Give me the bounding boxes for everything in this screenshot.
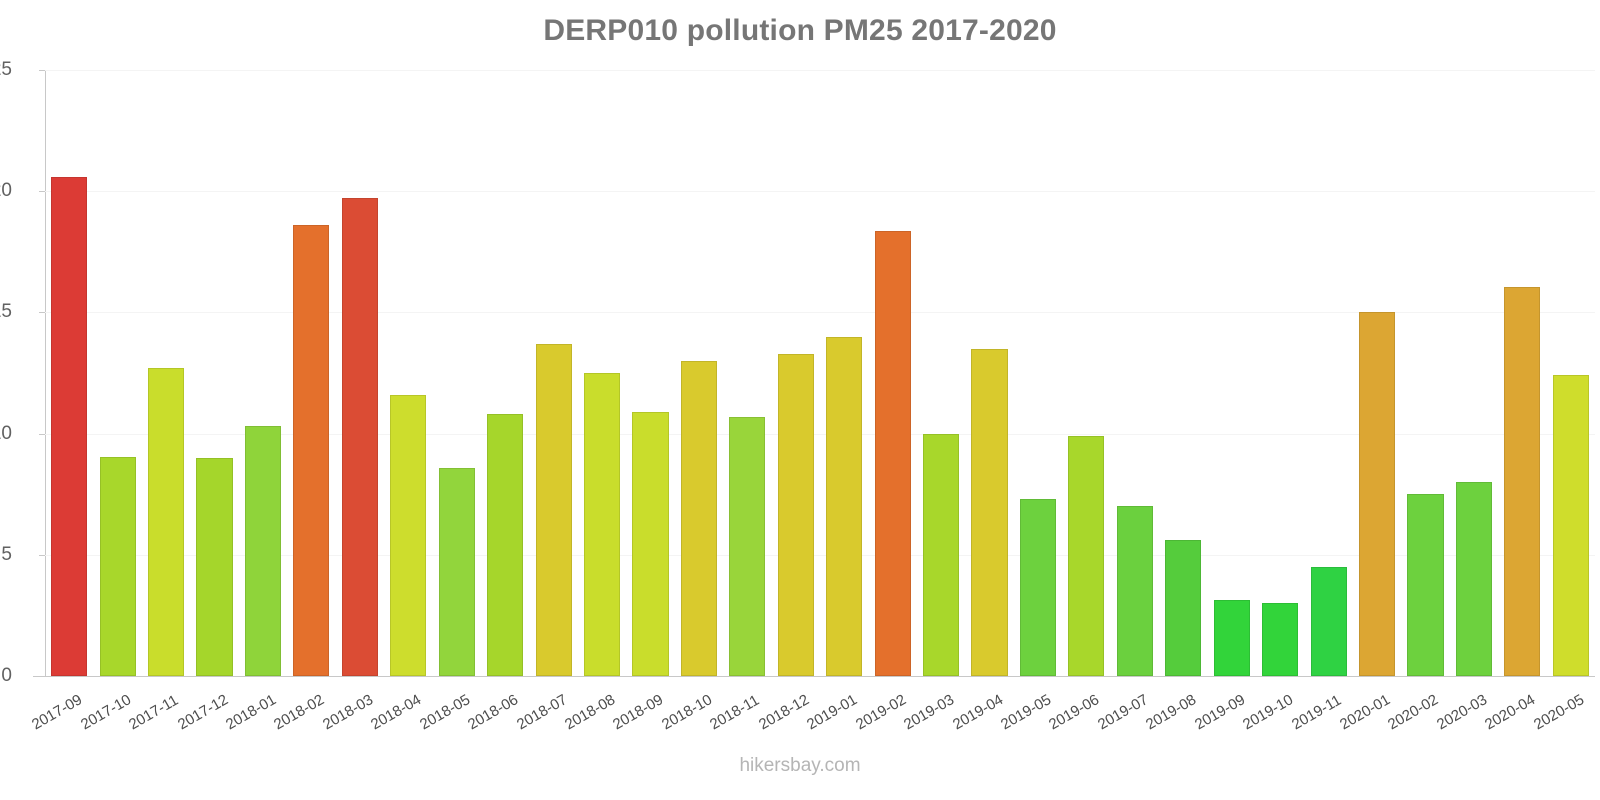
bar[interactable] (777, 353, 814, 676)
x-axis-tick-label: 2020-01 (1336, 691, 1394, 734)
x-axis-tick-label: 2019-04 (949, 691, 1006, 734)
x-axis-tick-label: 2018-10 (658, 691, 716, 734)
x-axis-tick-label: 2018-04 (368, 691, 425, 734)
x-axis-tick-label: 2018-08 (561, 691, 619, 734)
x-axis-tick-label: 2020-04 (1482, 691, 1539, 734)
x-axis-tick-label: 2017-12 (174, 691, 231, 734)
bar[interactable] (1165, 540, 1202, 676)
bar[interactable] (1358, 312, 1396, 676)
bar[interactable] (535, 343, 572, 676)
bar[interactable] (1455, 482, 1492, 676)
x-axis-tick-label: 2019-05 (997, 691, 1055, 734)
x-axis-tick-label: 2018-02 (271, 691, 328, 734)
y-axis-tick-mark (39, 676, 46, 677)
x-axis-tick-label: 2019-01 (804, 691, 861, 734)
x-axis-tick-label: 2019-07 (1094, 691, 1151, 734)
bar[interactable] (244, 426, 281, 676)
bar[interactable] (971, 348, 1008, 676)
x-axis-tick-label: 2017-09 (29, 691, 86, 734)
bar[interactable] (438, 467, 475, 676)
x-axis-tick-label: 2018-06 (465, 691, 522, 734)
x-axis-tick-label: 2018-05 (416, 691, 473, 734)
bar[interactable] (1310, 566, 1347, 676)
gridline (45, 191, 1595, 193)
y-axis-tick-label: 20 (0, 180, 12, 202)
bar[interactable] (874, 231, 911, 676)
bar[interactable] (341, 198, 378, 676)
chart-title: DERP010 pollution PM25 2017-2020 (543, 14, 1057, 47)
bar[interactable] (148, 368, 185, 676)
bar[interactable] (729, 416, 766, 676)
bar[interactable] (51, 176, 88, 676)
x-axis-tick-label: 2019-10 (1240, 691, 1297, 734)
y-axis-tick-mark (39, 191, 46, 193)
bar[interactable] (1019, 499, 1056, 676)
bar[interactable] (923, 433, 960, 676)
bar[interactable] (293, 225, 330, 676)
x-axis-tick-label: 2020-05 (1530, 691, 1587, 734)
x-axis-tick-label: 2020-02 (1385, 691, 1442, 734)
y-axis-tick-label: 10 (0, 422, 12, 444)
bar[interactable] (826, 336, 863, 676)
x-axis-tick-label: 2019-03 (901, 691, 958, 734)
y-axis-tick-mark (39, 70, 46, 71)
bar[interactable] (487, 414, 524, 676)
gridline (45, 312, 1595, 314)
gridline (45, 70, 1595, 71)
y-axis-tick-label: 0 (1, 665, 12, 686)
x-axis-line (33, 676, 1595, 677)
bar[interactable] (632, 411, 669, 676)
gridline (45, 554, 1595, 556)
x-axis-tick-label: 2019-09 (1191, 691, 1248, 734)
bar[interactable] (1407, 494, 1444, 676)
x-axis-tick-label: 2017-10 (77, 691, 134, 734)
bar[interactable] (390, 394, 427, 676)
x-axis-tick-label: 2018-07 (513, 691, 570, 734)
x-axis-tick-label: 2018-03 (319, 691, 376, 734)
bar[interactable] (1116, 506, 1153, 676)
x-axis-tick-label: 2019-02 (852, 691, 909, 734)
bar[interactable] (196, 457, 233, 676)
x-axis-tick-label: 2018-01 (222, 691, 280, 734)
y-axis-tick-mark (39, 554, 46, 556)
y-axis-tick-label: 5 (1, 543, 12, 565)
gridline (45, 433, 1595, 435)
x-axis-tick-label: 2018-09 (610, 691, 667, 734)
y-axis-tick-mark (39, 312, 46, 314)
y-axis-tick-label: 15 (0, 301, 12, 323)
bar[interactable] (99, 456, 136, 676)
bar[interactable] (1552, 375, 1589, 676)
bar[interactable] (1504, 286, 1541, 676)
bar[interactable] (1068, 436, 1105, 676)
bar[interactable] (583, 373, 621, 676)
y-axis-tick-label: 25 (0, 59, 12, 80)
bar[interactable] (680, 360, 717, 676)
x-axis-tick-label: 2017-11 (126, 691, 182, 734)
footer-watermark: hikersbay.com (739, 755, 861, 776)
x-axis-tick-label: 2020-03 (1433, 691, 1491, 734)
plot-area (45, 70, 1595, 676)
x-axis-tick-label: 2019-08 (1143, 691, 1200, 734)
y-axis-line (45, 70, 46, 676)
y-axis-tick-mark (39, 433, 46, 435)
bar[interactable] (1213, 599, 1250, 676)
x-axis-tick-label: 2019-11 (1288, 691, 1344, 734)
x-axis-tick-label: 2018-11 (707, 691, 763, 734)
bar[interactable] (1262, 603, 1299, 676)
x-axis-tick-label: 2019-06 (1046, 691, 1103, 734)
x-axis-tick-label: 2018-12 (755, 691, 812, 734)
